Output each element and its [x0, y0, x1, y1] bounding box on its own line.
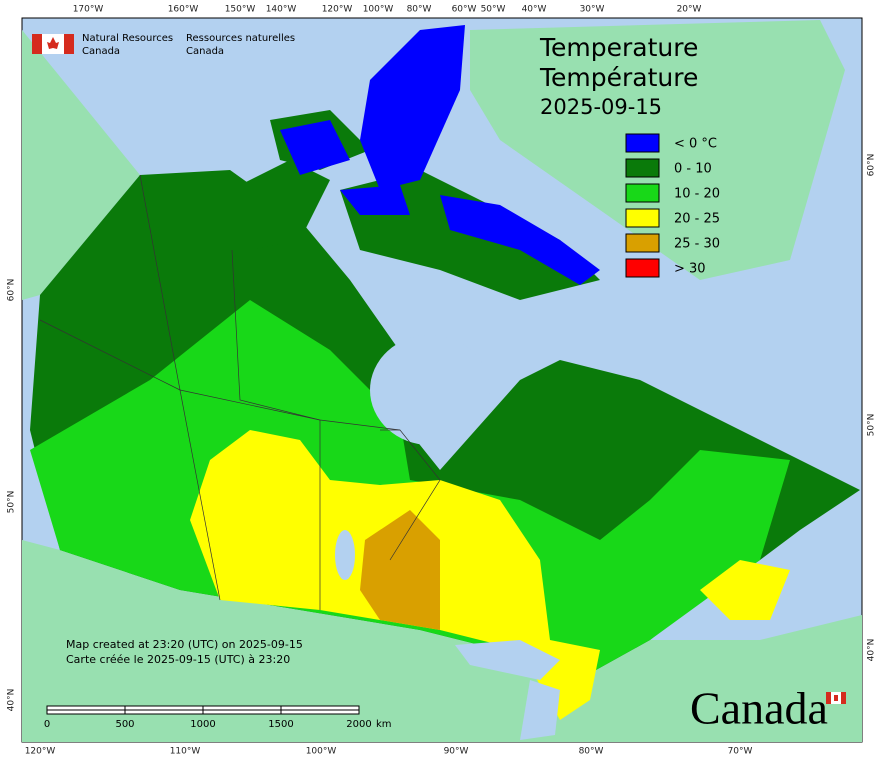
graticule-label: 80°W: [579, 747, 604, 757]
scale-label: 0: [44, 719, 50, 730]
legend-swatch: [625, 158, 660, 178]
agency-fr: Ressources naturelles: [186, 33, 295, 44]
graticule-label: 160°W: [168, 5, 199, 15]
graticule-label: 60°W: [452, 5, 477, 15]
legend-swatch: [625, 208, 660, 228]
nrcan-logo: [32, 34, 74, 54]
graticule-label: 60°N: [867, 154, 877, 177]
graticule-label: 150°W: [225, 5, 256, 15]
scale-label: 1500: [268, 719, 293, 730]
maple-leaf: [47, 37, 59, 49]
boundaries: [39, 174, 441, 610]
flag-band: [826, 692, 831, 704]
legend-swatch: [625, 183, 660, 203]
boundary: [39, 319, 401, 431]
lake-winnipeg: [335, 530, 355, 580]
boundary: [380, 429, 441, 561]
flag-band: [64, 34, 74, 54]
arctic-cold: [340, 185, 410, 215]
graticule-label: 20°W: [677, 5, 702, 15]
title: Temperature: [539, 33, 698, 62]
legend-swatch: [625, 133, 660, 153]
scale-segment: [280, 705, 360, 711]
graticule-label: 100°W: [306, 747, 337, 757]
scale-label: 1000: [190, 719, 215, 730]
legend-label: 25 - 30: [674, 237, 720, 252]
graticule-label: 30°W: [580, 5, 605, 15]
flag-band: [841, 692, 846, 704]
agency-fr: Canada: [186, 46, 224, 57]
scale-label: 500: [115, 719, 134, 730]
graticule-label: 50°N: [7, 491, 17, 514]
graticule-label: 90°W: [444, 747, 469, 757]
date: 2025-09-15: [540, 95, 662, 119]
title-fr: Température: [539, 63, 698, 92]
lake-michigan: [520, 680, 560, 740]
legend-label: 20 - 25: [674, 212, 720, 227]
graticule-label: 40°N: [7, 689, 17, 712]
arctic-cold: [280, 120, 350, 175]
scale-unit: km: [376, 719, 392, 730]
graticule-label: 170°W: [73, 5, 104, 15]
scale-segment: [202, 705, 282, 711]
graticule-label: 140°W: [266, 5, 297, 15]
graticule-label: 120°W: [25, 747, 56, 757]
maritimes-warm: [700, 560, 790, 620]
flag-band: [32, 34, 42, 54]
wordmark: Canada: [690, 683, 828, 734]
canada-hot: [360, 510, 440, 630]
baffin-cold: [440, 195, 600, 285]
alaska: [22, 30, 140, 300]
maple-leaf: [834, 695, 838, 701]
boundary: [231, 249, 321, 610]
graticule-label: 70°W: [728, 747, 753, 757]
graticule-label: 40°W: [522, 5, 547, 15]
scale-segment: [202, 709, 282, 715]
legend-label: 0 - 10: [674, 162, 712, 177]
legend-swatch: [625, 233, 660, 253]
ellesmere-cold: [360, 25, 465, 190]
land: [22, 20, 862, 742]
scale-segment: [46, 705, 126, 711]
arctic-island: [230, 160, 330, 250]
graticule-label: 120°W: [322, 5, 353, 15]
scale-segment: [46, 709, 126, 715]
legend-label: > 30: [674, 262, 706, 277]
legend-swatch: [625, 258, 660, 278]
graticule-label: 80°W: [407, 5, 432, 15]
lake-superior: [455, 640, 560, 680]
graticule-label: 50°N: [867, 414, 877, 437]
scale-segment: [280, 709, 360, 715]
graticule-label: 100°W: [363, 5, 394, 15]
graticule-label: 110°W: [170, 747, 201, 757]
scale-segment: [124, 705, 204, 711]
legend-label: < 0 °C: [674, 137, 717, 152]
note: Map created at 23:20 (UTC) on 2025-09-15: [66, 638, 303, 651]
usa: [22, 540, 862, 742]
hudson-bay: [370, 335, 490, 445]
graticule-label: 40°N: [867, 639, 877, 662]
graticule-label: 50°W: [481, 5, 506, 15]
scale-label: 2000: [346, 719, 371, 730]
graticule-label: 60°N: [7, 279, 17, 302]
note: Carte créée le 2025-09-15 (UTC) à 23:20: [66, 653, 290, 666]
agency-en: Natural Resources: [82, 33, 173, 44]
legend-label: 10 - 20: [674, 187, 720, 202]
agency-en: Canada: [82, 46, 120, 57]
wordmark-flag: [826, 692, 846, 704]
scale-segment: [124, 709, 204, 715]
